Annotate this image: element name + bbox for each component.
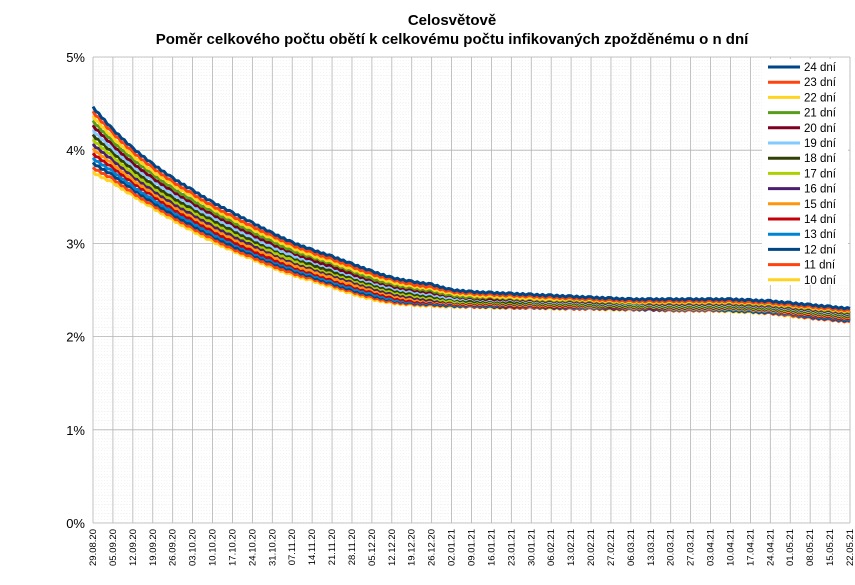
x-tick-label: 03.10.20 — [188, 529, 199, 566]
x-tick-label: 28.11.20 — [347, 529, 358, 565]
legend-label: 15 dní — [804, 199, 837, 211]
legend-label: 11 dní — [804, 260, 836, 272]
x-tick-label: 14.11.20 — [307, 529, 318, 565]
x-tick-label: 22.05.21 — [845, 529, 855, 566]
y-tick-label: 5% — [66, 50, 85, 65]
x-tick-label: 13.03.21 — [646, 529, 657, 566]
x-tick-label: 16.01.21 — [486, 529, 497, 566]
legend-label: 22 dní — [804, 92, 837, 104]
chart-subtitle: Poměr celkového počtu obětí k celkovému … — [156, 31, 749, 48]
x-tick-label: 26.09.20 — [168, 529, 179, 566]
y-tick-label: 3% — [66, 236, 85, 251]
x-tick-label: 27.03.21 — [686, 529, 697, 566]
legend-label: 10 dní — [804, 275, 837, 287]
x-tick-label: 01.05.21 — [785, 529, 796, 566]
x-tick-label: 17.04.21 — [745, 529, 756, 566]
legend-label: 18 dní — [804, 153, 837, 165]
x-tick-label: 30.01.21 — [526, 529, 537, 566]
y-tick-label: 0% — [66, 516, 85, 531]
x-tick-label: 10.04.21 — [725, 529, 736, 566]
x-tick-label: 10.10.20 — [208, 529, 219, 566]
x-tick-label: 02.01.21 — [447, 529, 458, 566]
legend-label: 12 dní — [804, 244, 837, 256]
x-tick-label: 17.10.20 — [227, 529, 238, 566]
legend-label: 14 dní — [804, 214, 837, 226]
y-tick-label: 1% — [66, 423, 85, 438]
x-tick-label: 19.09.20 — [148, 529, 159, 566]
x-tick-label: 20.02.21 — [586, 529, 597, 566]
major-gridlines — [92, 56, 851, 524]
legend-label: 19 dní — [804, 138, 837, 150]
x-tick-label: 23.01.21 — [506, 529, 517, 566]
legend-label: 13 dní — [804, 229, 837, 241]
legend-label: 24 dní — [804, 62, 837, 74]
plot-area-series — [91, 105, 851, 324]
x-tick-label: 24.10.20 — [247, 529, 258, 566]
x-tick-label: 20.03.21 — [666, 529, 677, 566]
legend: 24 dní 23 dní 22 dní 21 dní 20 dní 19 dní 18 d… — [762, 59, 848, 287]
x-tick-label: 29.08.20 — [88, 529, 99, 566]
y-tick-label: 4% — [66, 143, 85, 158]
legend-label: 16 dní — [804, 184, 837, 196]
x-tick-label: 24.04.21 — [765, 529, 776, 566]
x-tick-label: 19.12.20 — [407, 529, 418, 566]
x-tick-label: 15.05.21 — [825, 529, 836, 566]
x-axis: 29.08.20 05.09.20 12.09.20 19.09.20 26.09.20… — [88, 529, 855, 566]
legend-label: 20 dní — [804, 123, 837, 135]
legend-label: 21 dní — [804, 108, 837, 120]
chart-title: Celosvětově — [408, 12, 496, 29]
x-tick-label: 26.12.20 — [427, 529, 438, 566]
x-tick-label: 12.12.20 — [387, 529, 398, 566]
x-tick-label: 07.11.20 — [287, 529, 298, 565]
y-axis: 0% 1% 2% 3% 4% 5% — [66, 50, 85, 531]
x-tick-label: 06.03.21 — [626, 529, 637, 566]
x-tick-label: 13.02.21 — [566, 529, 577, 566]
x-tick-label: 31.10.20 — [267, 529, 278, 566]
x-tick-label: 27.02.21 — [606, 529, 617, 566]
x-tick-label: 08.05.21 — [805, 529, 816, 566]
legend-label: 17 dní — [804, 168, 837, 180]
y-tick-label: 2% — [66, 330, 85, 345]
legend-label: 23 dní — [804, 77, 837, 89]
x-tick-label: 06.02.21 — [546, 529, 557, 566]
x-tick-label: 12.09.20 — [128, 529, 139, 566]
x-tick-label: 05.12.20 — [367, 529, 378, 566]
series-line — [91, 110, 851, 313]
series-line — [91, 105, 851, 311]
x-tick-label: 05.09.20 — [108, 529, 119, 566]
x-tick-label: 03.04.21 — [706, 529, 717, 566]
x-tick-label: 09.01.21 — [467, 529, 478, 566]
x-tick-label: 21.11.20 — [327, 529, 338, 565]
